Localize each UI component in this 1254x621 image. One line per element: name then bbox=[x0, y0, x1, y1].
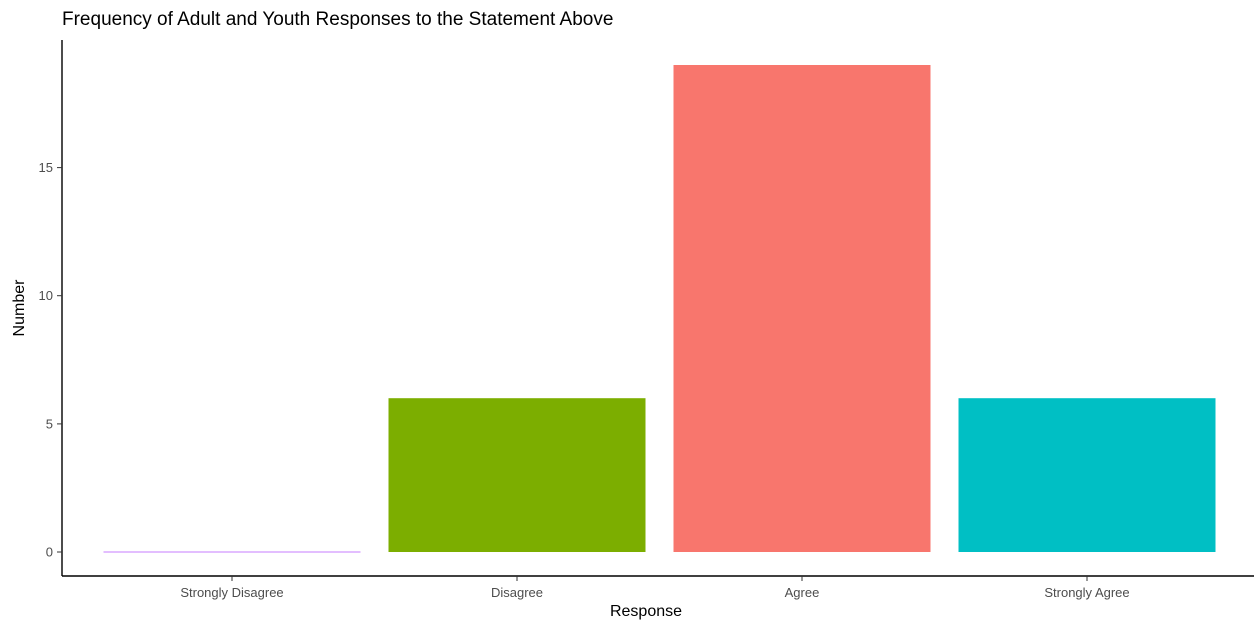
y-tick-label: 0 bbox=[46, 545, 53, 560]
y-tick-label: 15 bbox=[39, 160, 53, 175]
x-tick-label: Strongly Agree bbox=[1044, 585, 1129, 600]
bar-strongly-agree bbox=[958, 398, 1216, 552]
chart-title: Frequency of Adult and Youth Responses t… bbox=[62, 9, 613, 30]
bars-group bbox=[103, 65, 1216, 553]
bar-disagree bbox=[388, 398, 646, 552]
y-tick-label: 10 bbox=[39, 288, 53, 303]
x-tick-label: Strongly Disagree bbox=[180, 585, 283, 600]
x-tick-label: Agree bbox=[785, 585, 820, 600]
x-axis-label: Response bbox=[610, 603, 682, 620]
plot-area bbox=[103, 65, 1216, 553]
bar-strongly-disagree bbox=[103, 551, 361, 553]
bar-agree bbox=[673, 65, 931, 552]
y-tick-label: 5 bbox=[46, 416, 53, 431]
y-axis-label: Number bbox=[11, 279, 28, 337]
y-ticks-group: 0 5 10 15 bbox=[39, 160, 62, 560]
x-tick-label: Disagree bbox=[491, 585, 543, 600]
x-ticks-group: Strongly Disagree Disagree Agree Strongly A… bbox=[180, 576, 1130, 600]
